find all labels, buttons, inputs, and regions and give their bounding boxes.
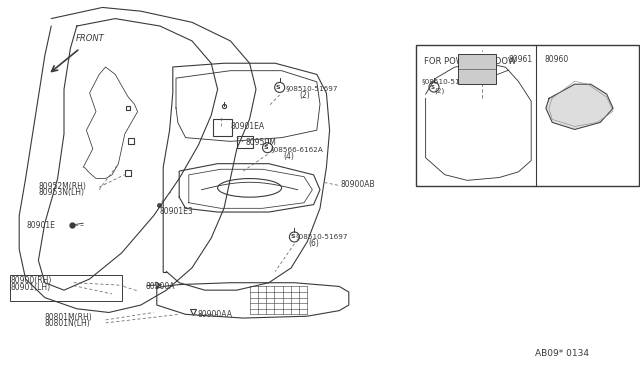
Bar — [458, 54, 496, 84]
Text: 80952M(RH): 80952M(RH) — [38, 182, 86, 191]
Text: (4): (4) — [283, 152, 294, 161]
Text: §08566-6162A: §08566-6162A — [271, 146, 324, 152]
Text: 80961: 80961 — [509, 55, 533, 64]
Text: §08510-51697: §08510-51697 — [296, 233, 348, 239]
Text: 80901E: 80901E — [27, 221, 56, 230]
Text: FRONT: FRONT — [76, 34, 104, 43]
Bar — [237, 136, 253, 148]
Text: (2): (2) — [300, 92, 310, 100]
Text: (6): (6) — [308, 239, 319, 248]
Text: 80801M(RH): 80801M(RH) — [45, 313, 93, 322]
Text: 80900AA: 80900AA — [197, 310, 232, 319]
Text: 80901(LH): 80901(LH) — [10, 283, 51, 292]
Text: 80901E3: 80901E3 — [160, 207, 194, 216]
Text: 80901EA: 80901EA — [230, 122, 264, 131]
Text: FOR POWER WINDOW: FOR POWER WINDOW — [424, 57, 516, 65]
Text: S: S — [276, 85, 280, 90]
Text: 80960: 80960 — [544, 55, 568, 64]
Bar — [213, 119, 232, 136]
Text: S: S — [264, 145, 268, 150]
Text: 80801N(LH): 80801N(LH) — [45, 319, 90, 328]
Text: (2): (2) — [434, 88, 444, 94]
Text: 80900AB: 80900AB — [340, 180, 375, 189]
Text: 80900(RH): 80900(RH) — [10, 276, 52, 285]
Text: 80953N(LH): 80953N(LH) — [38, 188, 84, 197]
Text: §08510-51697: §08510-51697 — [422, 78, 474, 84]
Text: 80900A: 80900A — [145, 282, 175, 291]
Bar — [10, 275, 122, 301]
Text: AB09* 0134: AB09* 0134 — [535, 349, 589, 358]
Text: S: S — [431, 84, 435, 90]
Text: 80950M: 80950M — [245, 138, 276, 147]
Text: S: S — [291, 234, 295, 240]
Text: §08510-51697: §08510-51697 — [285, 85, 338, 91]
Polygon shape — [546, 84, 613, 129]
Bar — [416, 45, 639, 186]
